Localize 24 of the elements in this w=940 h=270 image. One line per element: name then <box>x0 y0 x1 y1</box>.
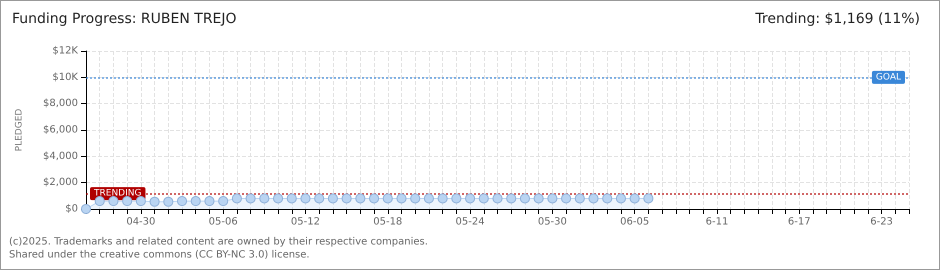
x-tick-label: 06-05 <box>620 216 650 228</box>
y-tick-label: $2,000 <box>43 177 78 188</box>
text: (c)2025. Trademarks and related content are owned by their respective companies. <box>9 236 428 248</box>
y-tick-label: $4,000 <box>43 150 78 162</box>
chart-subtitle: Trending: $1,169 (11%) <box>754 11 920 27</box>
x-tick-label: 05-24 <box>456 216 485 228</box>
chart-title: Funding Progress: RUBEN TREJO <box>12 11 237 27</box>
ref-line-label: GOAL <box>876 72 901 82</box>
x-tick-label: 05-12 <box>290 216 320 228</box>
y-tick-label: $8,000 <box>43 98 78 110</box>
x-tick-label: 6-17 <box>788 216 811 228</box>
text: Shared under the creative commons (CC BY-NC 3.0) license. <box>9 250 310 260</box>
x-tick-label: 6-11 <box>706 216 728 228</box>
ref-line-label: TRENDING <box>93 188 142 199</box>
y-tick-label: $0 <box>65 204 78 214</box>
x-tick-label: 05-30 <box>538 216 567 228</box>
y-tick-label: $12K <box>52 46 78 56</box>
x-tick-label: 05-18 <box>373 216 402 228</box>
x-tick-label: 04-30 <box>126 216 156 228</box>
y-tick-label: $6,000 <box>43 124 78 136</box>
x-tick-label: 6-23 <box>870 216 893 228</box>
y-axis-title: PLEDGED <box>14 108 24 152</box>
y-tick-label: $10K <box>52 72 78 83</box>
x-tick-label: 05-06 <box>208 216 238 228</box>
